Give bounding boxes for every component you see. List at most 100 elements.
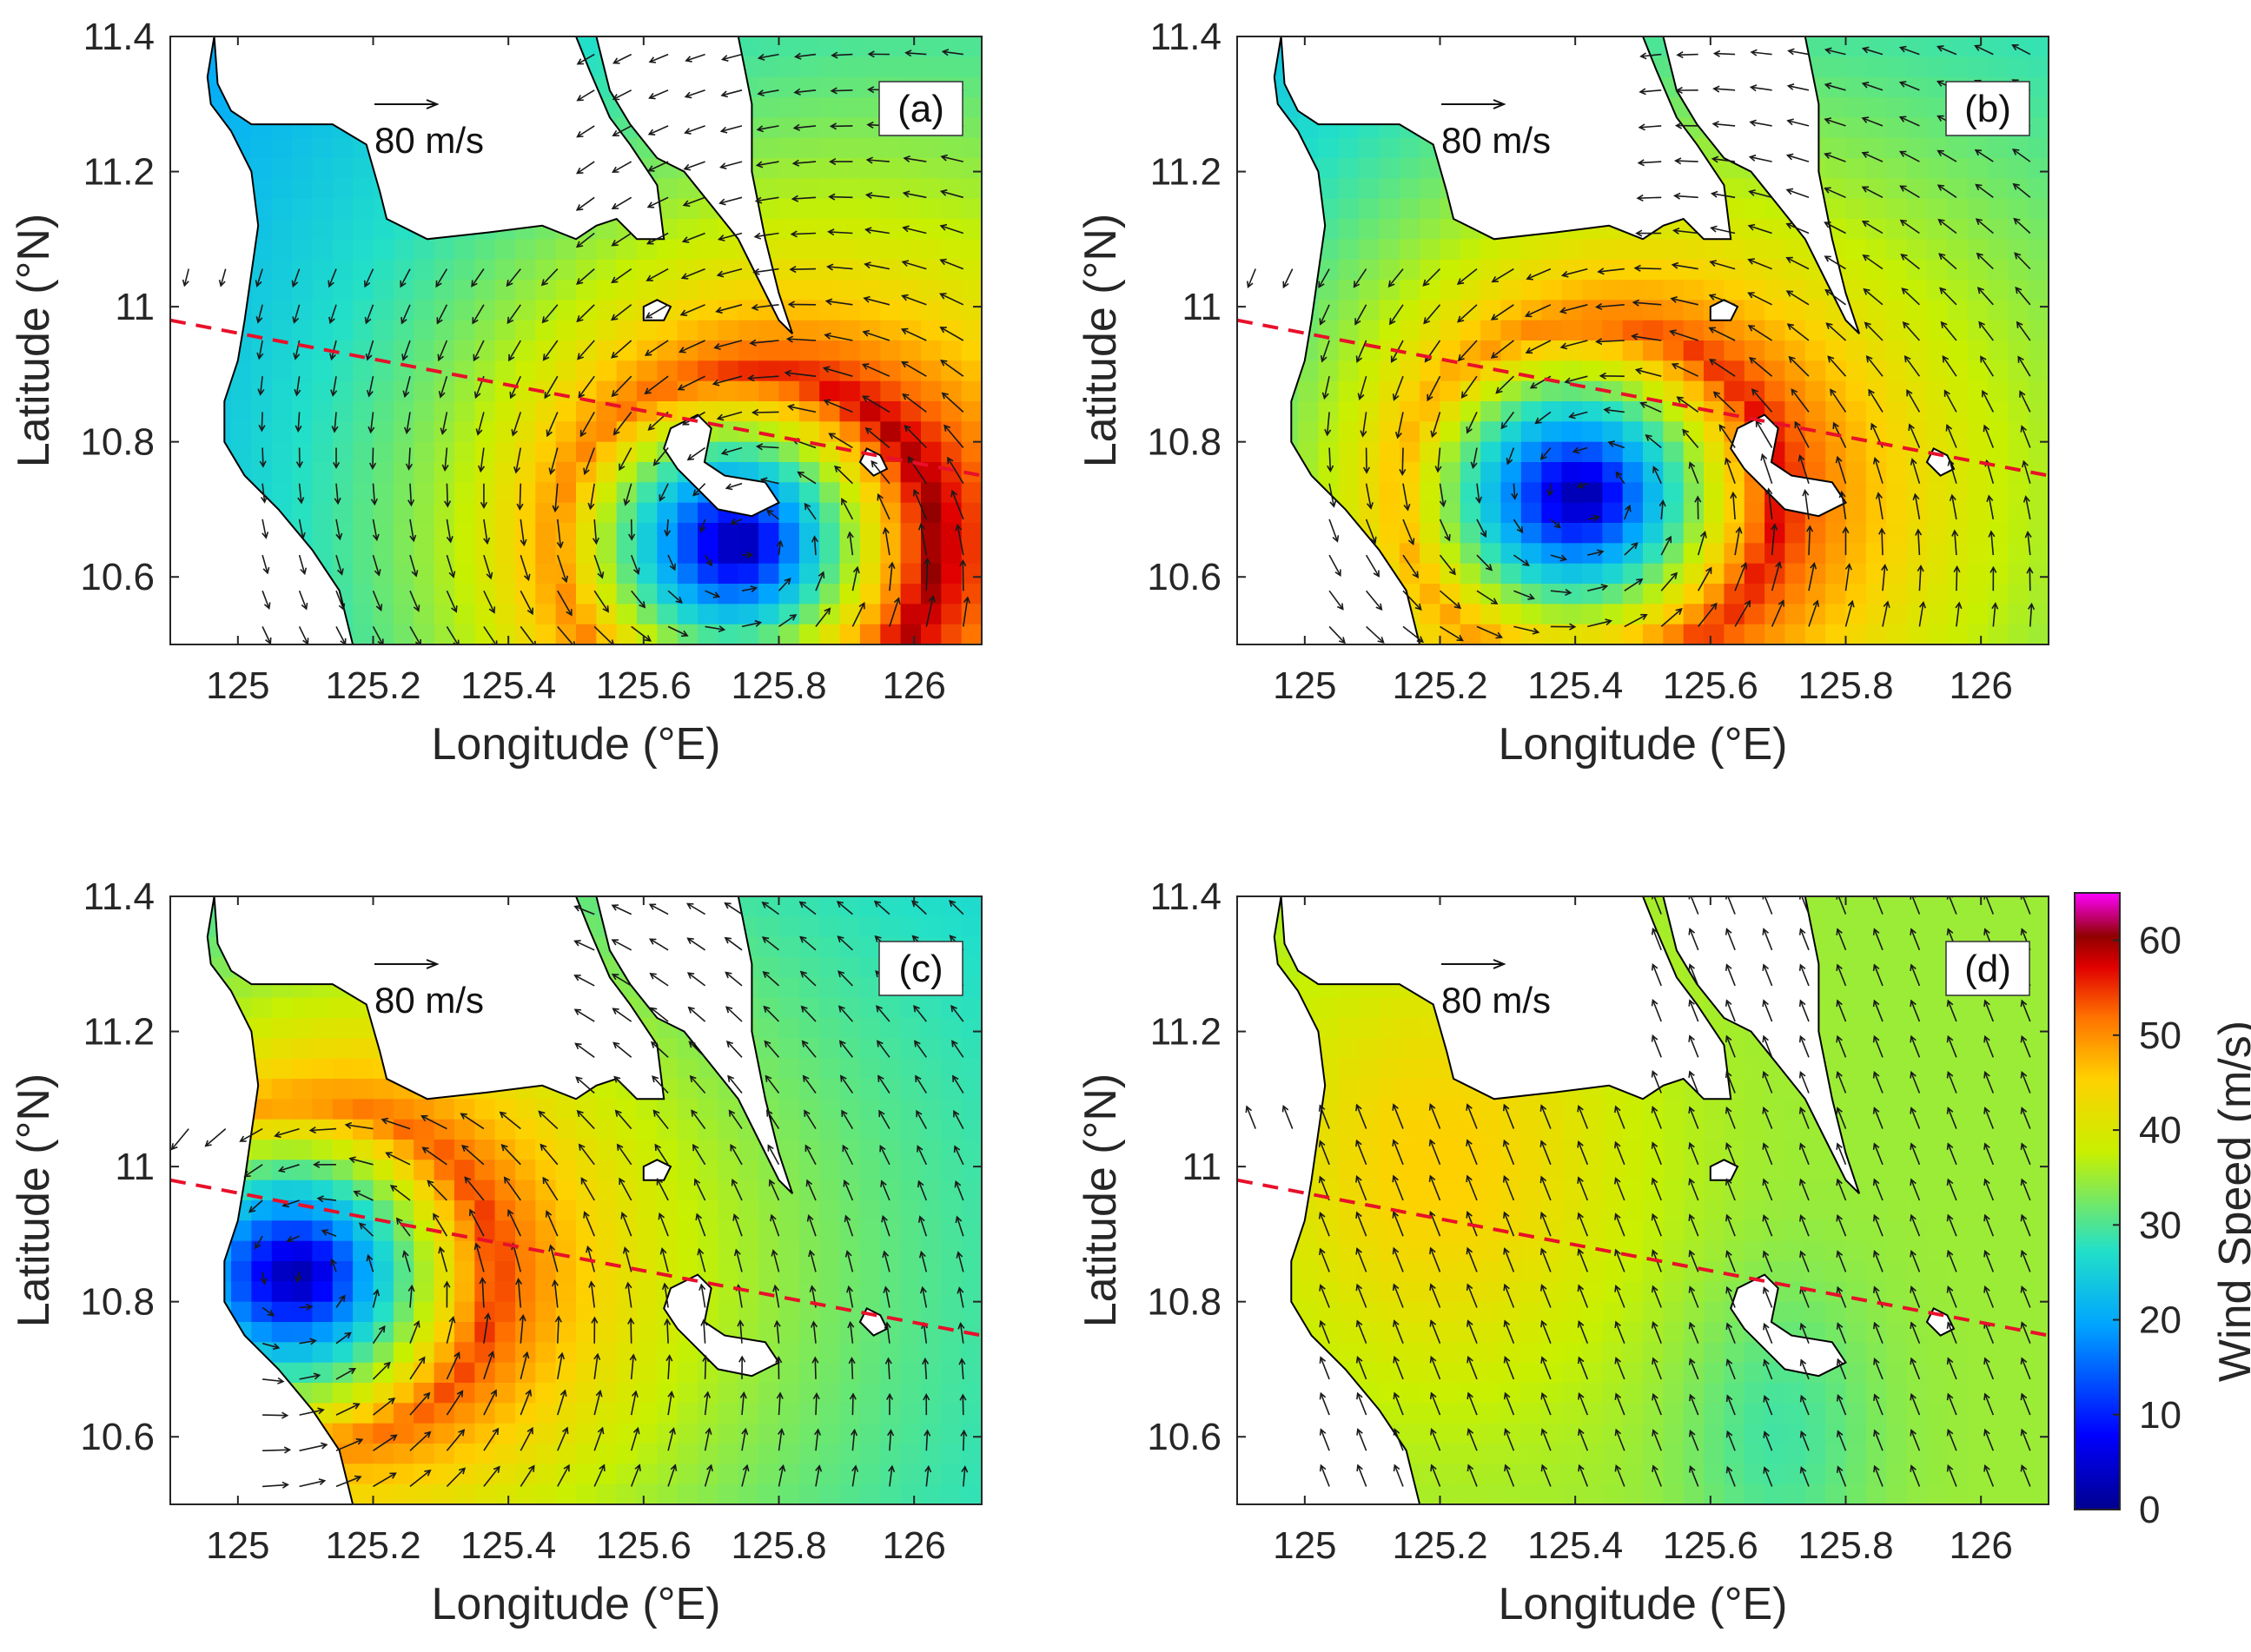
wind-arrow <box>364 268 374 287</box>
wind-arrowhead <box>612 129 619 136</box>
wind-cell <box>839 1180 861 1201</box>
wind-arrow <box>826 300 853 306</box>
wind-arrowhead <box>612 94 620 101</box>
wind-cell <box>738 1464 759 1485</box>
wind-arrow <box>1862 186 1884 199</box>
wind-cell <box>1845 259 1867 281</box>
wind-cell <box>2008 441 2029 463</box>
wind-arrowhead <box>1327 465 1334 472</box>
wind-cell <box>778 997 800 1019</box>
wind-cell <box>1420 563 1441 585</box>
wind-arrowhead <box>646 202 655 208</box>
wind-arrowhead <box>473 391 481 400</box>
wind-cell <box>1480 624 1502 644</box>
wind-arrow <box>287 1235 300 1242</box>
wind-cell <box>859 1018 882 1040</box>
wind-cell <box>880 916 902 938</box>
wind-arrow <box>704 554 712 566</box>
wind-cell <box>1359 300 1380 321</box>
wind-arrowhead <box>400 280 407 288</box>
wind-cell <box>677 1403 698 1424</box>
wind-cell <box>1663 340 1685 362</box>
wind-cell <box>880 1444 902 1465</box>
wind-cell <box>758 158 780 180</box>
wind-cell <box>576 502 598 524</box>
axes-frame <box>169 36 983 645</box>
wind-arrowhead <box>218 280 226 287</box>
wind-cell <box>758 1240 780 1262</box>
wind-arrowhead <box>305 1303 314 1311</box>
wind-arrow <box>295 376 301 395</box>
wind-arrowhead <box>1937 115 1944 122</box>
wind-arrowhead <box>370 498 378 506</box>
wind-cell <box>1420 360 1441 382</box>
wind-arrow <box>828 231 853 235</box>
wind-cell <box>515 462 537 484</box>
wind-arrowhead <box>374 569 381 577</box>
wind-cell <box>900 300 922 321</box>
wind-arrowhead <box>1740 561 1748 570</box>
wind-arrowhead <box>1899 219 1907 227</box>
wind-arrowhead <box>1785 290 1794 297</box>
wind-cell <box>515 259 537 281</box>
wind-arrowhead <box>1988 530 1996 538</box>
wind-arrow <box>576 268 595 285</box>
wind-cell <box>1865 523 1887 545</box>
wind-arrow <box>1903 321 1920 341</box>
wind-arrow <box>792 196 817 200</box>
wind-cell <box>353 1180 374 1201</box>
wind-arrow <box>1550 590 1571 594</box>
wind-arrowhead <box>647 129 656 135</box>
wind-cell <box>271 1099 293 1120</box>
wind-cell <box>738 441 759 463</box>
wind-cell <box>515 543 537 565</box>
wind-cell <box>1622 502 1644 524</box>
wind-arrow <box>427 1180 447 1201</box>
wind-cell <box>1663 624 1685 644</box>
wind-arrow <box>403 1251 411 1272</box>
wind-cell <box>555 1403 577 1424</box>
wind-arrowhead <box>1674 122 1683 129</box>
wind-cell <box>859 1160 882 1181</box>
wind-cell <box>880 1140 902 1161</box>
wind-cell <box>778 1403 800 1424</box>
wind-cell <box>1967 624 1989 644</box>
wind-cell <box>494 1362 516 1384</box>
wind-arrowhead <box>335 532 343 541</box>
wind-arrowhead <box>291 280 299 288</box>
wind-arrowhead <box>623 499 631 506</box>
wind-arrowhead <box>749 339 757 347</box>
wind-cell <box>1561 320 1583 341</box>
wind-arrowhead <box>2016 320 2023 328</box>
wind-arrow <box>433 1213 448 1237</box>
wind-cell <box>2008 360 2029 382</box>
wind-cell <box>1338 360 1360 382</box>
wind-arrowhead <box>1748 189 1756 196</box>
wind-arrow <box>373 1434 397 1451</box>
wind-cell <box>637 1483 659 1504</box>
wind-vectors <box>170 900 969 1489</box>
wind-arrowhead <box>828 433 836 439</box>
wind-cell <box>880 280 902 301</box>
wind-arrowhead <box>1665 535 1672 544</box>
wind-arrow <box>2029 604 2033 627</box>
wind-arrowhead <box>260 1277 268 1285</box>
wind-cell <box>616 1342 638 1364</box>
wind-arrowhead <box>316 1195 324 1203</box>
wind-arrow <box>1786 188 1810 199</box>
wind-cell <box>819 198 841 220</box>
wind-cell <box>1744 563 1765 585</box>
wind-cell <box>921 300 943 321</box>
wind-cell <box>1886 502 1908 524</box>
wind-arrowhead <box>320 1442 328 1450</box>
wind-arrow <box>1540 446 1552 460</box>
wind-arrow <box>373 1472 396 1488</box>
wind-arrowhead <box>784 369 791 377</box>
wind-cell <box>961 1099 982 1120</box>
wind-cell <box>1480 482 1502 504</box>
wind-cell <box>312 523 334 545</box>
wind-arrowhead <box>407 1284 415 1292</box>
wind-arrowhead <box>1592 514 1600 522</box>
wind-cell <box>637 624 659 644</box>
wind-cell <box>637 1322 659 1344</box>
